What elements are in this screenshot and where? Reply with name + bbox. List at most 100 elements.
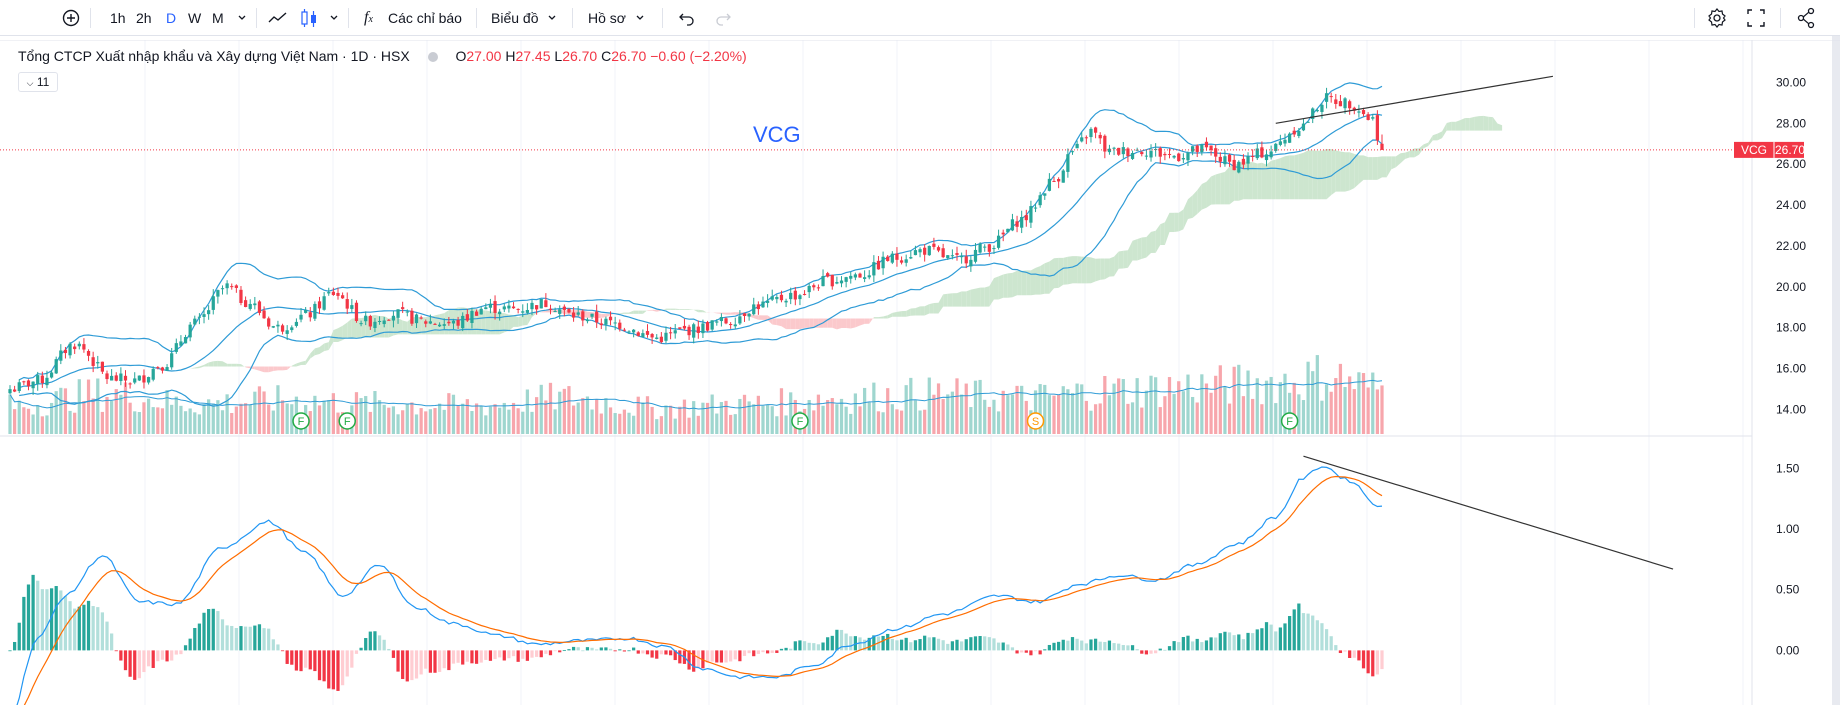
indicator-count: 11 bbox=[37, 75, 49, 89]
macd-histogram-bar bbox=[1103, 642, 1106, 650]
macd-histogram-bar bbox=[96, 607, 99, 650]
interval-1h[interactable]: 1h bbox=[110, 0, 126, 36]
cloud-segment bbox=[957, 291, 962, 306]
macd-histogram-bar bbox=[595, 649, 598, 650]
interval-w[interactable]: W bbox=[188, 0, 201, 36]
candle-body bbox=[752, 304, 755, 314]
macd-histogram-bar bbox=[1182, 637, 1185, 650]
candle-body bbox=[600, 323, 603, 325]
macd-histogram-bar bbox=[276, 644, 279, 650]
macd-histogram-bar bbox=[891, 639, 894, 650]
candle-body bbox=[1080, 137, 1083, 141]
volume-bar bbox=[212, 403, 215, 434]
chart-menu-chevron-icon[interactable] bbox=[546, 0, 558, 36]
volume-bar bbox=[1163, 396, 1166, 434]
volume-bar bbox=[817, 395, 820, 434]
cloud-segment bbox=[781, 319, 786, 330]
cloud-segment bbox=[1003, 273, 1008, 297]
interval-2h[interactable]: 2h bbox=[136, 0, 152, 36]
line-style-icon[interactable] bbox=[268, 0, 288, 36]
indicators-button[interactable]: Các chỉ báo bbox=[388, 0, 462, 36]
volume-bar bbox=[738, 399, 741, 434]
candle-body bbox=[1196, 146, 1199, 152]
volume-bar bbox=[512, 403, 515, 434]
chart-style-chevron-icon[interactable] bbox=[328, 0, 340, 36]
candle-body bbox=[955, 253, 958, 255]
interval-m[interactable]: M bbox=[212, 0, 224, 36]
volume-bar bbox=[493, 404, 496, 434]
candle-body bbox=[212, 296, 215, 310]
candle-body bbox=[318, 301, 321, 308]
legend-dot-icon[interactable] bbox=[428, 52, 438, 62]
macd-histogram-bar bbox=[590, 648, 593, 651]
macd-histogram-bar bbox=[1108, 641, 1111, 651]
function-icon[interactable]: fx bbox=[364, 0, 373, 36]
macd-histogram-bar bbox=[1126, 645, 1129, 650]
candle-body bbox=[64, 350, 67, 353]
candle-body bbox=[456, 320, 459, 326]
cloud-segment bbox=[1373, 157, 1378, 180]
candle-body bbox=[1029, 206, 1032, 223]
macd-histogram-bar bbox=[253, 626, 256, 651]
interval-dropdown-chevron-icon[interactable] bbox=[236, 0, 248, 36]
candle-body bbox=[1122, 147, 1125, 154]
candle-body bbox=[530, 303, 533, 309]
volume-bar bbox=[683, 400, 686, 434]
candle-body bbox=[387, 320, 390, 321]
profile-menu-button[interactable]: Hồ sơ bbox=[588, 0, 626, 36]
chart-menu-button[interactable]: Biểu đồ bbox=[491, 0, 538, 36]
candle-body bbox=[771, 296, 774, 299]
profile-menu-chevron-icon[interactable] bbox=[634, 0, 646, 36]
share-icon[interactable] bbox=[1796, 0, 1816, 36]
add-symbol-icon[interactable] bbox=[62, 0, 80, 36]
cloud-segment bbox=[278, 367, 283, 371]
volume-bar bbox=[918, 410, 921, 434]
volume-bar bbox=[674, 419, 677, 434]
macd-axis-tick: 0.00 bbox=[1776, 643, 1800, 657]
cloud-segment bbox=[1174, 213, 1179, 232]
candle-style-icon[interactable] bbox=[300, 0, 318, 36]
cloud-segment bbox=[199, 365, 204, 368]
macd-histogram-bar bbox=[1122, 645, 1125, 650]
indicators-toggle[interactable]: ⌵ 11 bbox=[18, 72, 58, 92]
macd-histogram-bar bbox=[304, 650, 307, 667]
volume-bar bbox=[1348, 376, 1351, 434]
candle-body bbox=[1330, 96, 1333, 97]
candle-body bbox=[1228, 155, 1231, 162]
interval-d[interactable]: D bbox=[166, 0, 176, 36]
cloud-segment bbox=[1123, 250, 1128, 268]
undo-icon[interactable] bbox=[678, 0, 696, 36]
volume-bar bbox=[383, 405, 386, 434]
macd-histogram-bar bbox=[1020, 650, 1023, 652]
volume-bar bbox=[230, 413, 233, 434]
volume-bar bbox=[577, 403, 580, 434]
fullscreen-icon[interactable] bbox=[1746, 0, 1766, 36]
macd-histogram-bar bbox=[808, 643, 811, 651]
volume-bar bbox=[498, 408, 501, 434]
candle-body bbox=[997, 236, 1000, 248]
event-marker: F bbox=[1282, 413, 1298, 429]
volume-bar bbox=[165, 390, 168, 434]
candle-body bbox=[1071, 151, 1074, 152]
volume-bar bbox=[881, 412, 884, 434]
volume-bar bbox=[1233, 367, 1236, 434]
candle-body bbox=[1233, 160, 1236, 170]
macd-histogram-bar bbox=[1237, 634, 1240, 650]
settings-gear-icon[interactable] bbox=[1706, 0, 1728, 36]
candle-body bbox=[706, 322, 709, 331]
volume-bar bbox=[92, 398, 95, 434]
volume-bar bbox=[766, 405, 769, 434]
volume-bar bbox=[1173, 394, 1176, 434]
candle-body bbox=[272, 326, 275, 327]
macd-histogram-bar bbox=[817, 644, 820, 650]
volume-bar bbox=[189, 408, 192, 434]
redo-icon[interactable] bbox=[714, 0, 732, 36]
cloud-segment bbox=[209, 361, 214, 366]
macd-histogram-bar bbox=[1066, 641, 1069, 651]
candle-body bbox=[563, 307, 566, 310]
cloud-segment bbox=[874, 317, 879, 318]
candle-body bbox=[937, 247, 940, 250]
cloud-segment bbox=[975, 288, 980, 307]
